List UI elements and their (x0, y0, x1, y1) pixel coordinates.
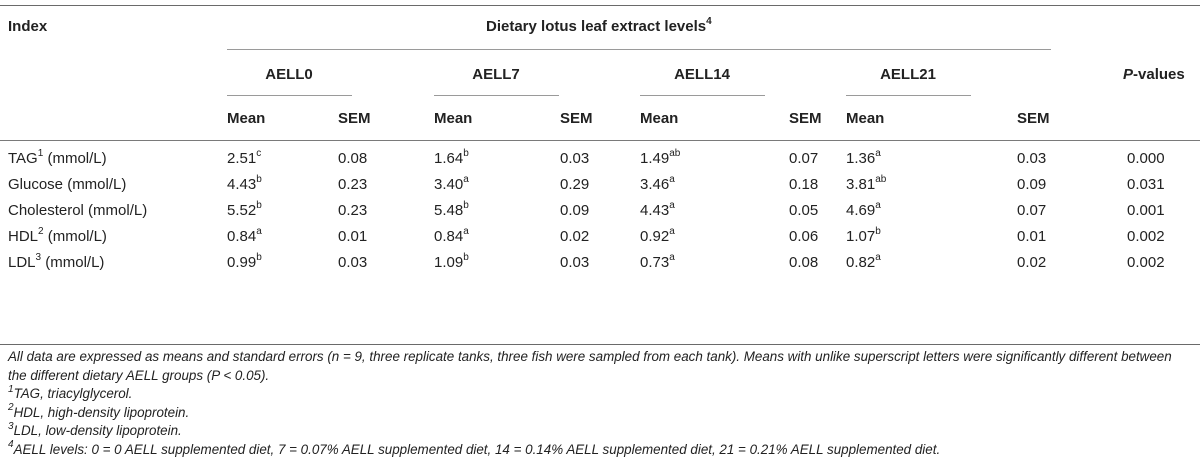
group-aell7: AELL7 (472, 66, 520, 83)
note-4: 4AELL levels: 0 = 0 AELL supplemented di… (8, 441, 1193, 459)
sem-header-0: SEM (338, 110, 371, 127)
mean-value: 0.84a (434, 228, 469, 245)
mean-header-1: Mean (434, 110, 472, 127)
sem-header-1: SEM (560, 110, 593, 127)
mean-value: 4.43b (227, 176, 262, 193)
mean-value: 1.49ab (640, 150, 680, 167)
row-label: Glucose (mmol/L) (8, 176, 126, 193)
pvalues-header: P-values (1123, 66, 1185, 83)
note-main: All data are expressed as means and stan… (8, 348, 1193, 385)
mean-value: 2.51c (227, 150, 261, 167)
sem-value: 0.02 (560, 228, 589, 245)
mean-value: 1.09b (434, 254, 469, 271)
p-value: 0.031 (1127, 176, 1165, 193)
group-rule (227, 49, 1051, 50)
top-rule (0, 5, 1200, 6)
sem-value: 0.08 (338, 150, 367, 167)
group-title: Dietary lotus leaf extract levels4 (486, 18, 712, 35)
group-rule-3 (846, 95, 971, 96)
row-label: Cholesterol (mmol/L) (8, 202, 147, 219)
sem-value: 0.09 (1017, 176, 1046, 193)
sem-value: 0.23 (338, 176, 367, 193)
row-label: HDL2 (mmol/L) (8, 228, 107, 245)
note-2: 2HDL, high-density lipoprotein. (8, 404, 1193, 423)
mean-value: 4.69a (846, 202, 881, 219)
p-value: 0.002 (1127, 228, 1165, 245)
sem-value: 0.03 (560, 254, 589, 271)
mean-value: 3.81ab (846, 176, 886, 193)
sem-value: 0.08 (789, 254, 818, 271)
sem-value: 0.09 (560, 202, 589, 219)
sem-value: 0.03 (560, 150, 589, 167)
mean-value: 5.48b (434, 202, 469, 219)
mean-header-2: Mean (640, 110, 678, 127)
sem-value: 0.01 (1017, 228, 1046, 245)
mean-header-3: Mean (846, 110, 884, 127)
sem-header-3: SEM (1017, 110, 1050, 127)
table-notes: All data are expressed as means and stan… (8, 348, 1193, 459)
group-aell21: AELL21 (880, 66, 936, 83)
p-value: 0.002 (1127, 254, 1165, 271)
mean-value: 1.36a (846, 150, 881, 167)
sem-header-2: SEM (789, 110, 822, 127)
sem-value: 0.03 (1017, 150, 1046, 167)
note-3: 3LDL, low-density lipoprotein. (8, 422, 1193, 441)
p-value: 0.001 (1127, 202, 1165, 219)
mean-value: 1.07b (846, 228, 881, 245)
sem-value: 0.02 (1017, 254, 1046, 271)
group-aell14: AELL14 (674, 66, 730, 83)
mean-value: 0.73a (640, 254, 675, 271)
index-header: Index (8, 18, 47, 35)
sem-value: 0.23 (338, 202, 367, 219)
bottom-rule (0, 344, 1200, 345)
mean-value: 5.52b (227, 202, 262, 219)
sem-value: 0.06 (789, 228, 818, 245)
p-value: 0.000 (1127, 150, 1165, 167)
row-label: TAG1 (mmol/L) (8, 150, 107, 167)
sem-value: 0.05 (789, 202, 818, 219)
group-rule-1 (434, 95, 559, 96)
mean-value: 0.82a (846, 254, 881, 271)
header-bottom-rule (0, 140, 1200, 141)
mean-value: 0.92a (640, 228, 675, 245)
mean-value: 4.43a (640, 202, 675, 219)
mean-value: 0.84a (227, 228, 262, 245)
sem-value: 0.01 (338, 228, 367, 245)
sem-value: 0.07 (789, 150, 818, 167)
mean-value: 0.99b (227, 254, 262, 271)
mean-value: 3.46a (640, 176, 675, 193)
mean-value: 1.64b (434, 150, 469, 167)
table-figure: Index Dietary lotus leaf extract levels4… (0, 0, 1200, 421)
group-rule-2 (640, 95, 765, 96)
mean-value: 3.40a (434, 176, 469, 193)
sem-value: 0.03 (338, 254, 367, 271)
sem-value: 0.29 (560, 176, 589, 193)
note-1: 1TAG, triacylglycerol. (8, 385, 1193, 404)
mean-header-0: Mean (227, 110, 265, 127)
group-aell0: AELL0 (265, 66, 313, 83)
sem-value: 0.07 (1017, 202, 1046, 219)
group-rule-0 (227, 95, 352, 96)
row-label: LDL3 (mmol/L) (8, 254, 104, 271)
sem-value: 0.18 (789, 176, 818, 193)
